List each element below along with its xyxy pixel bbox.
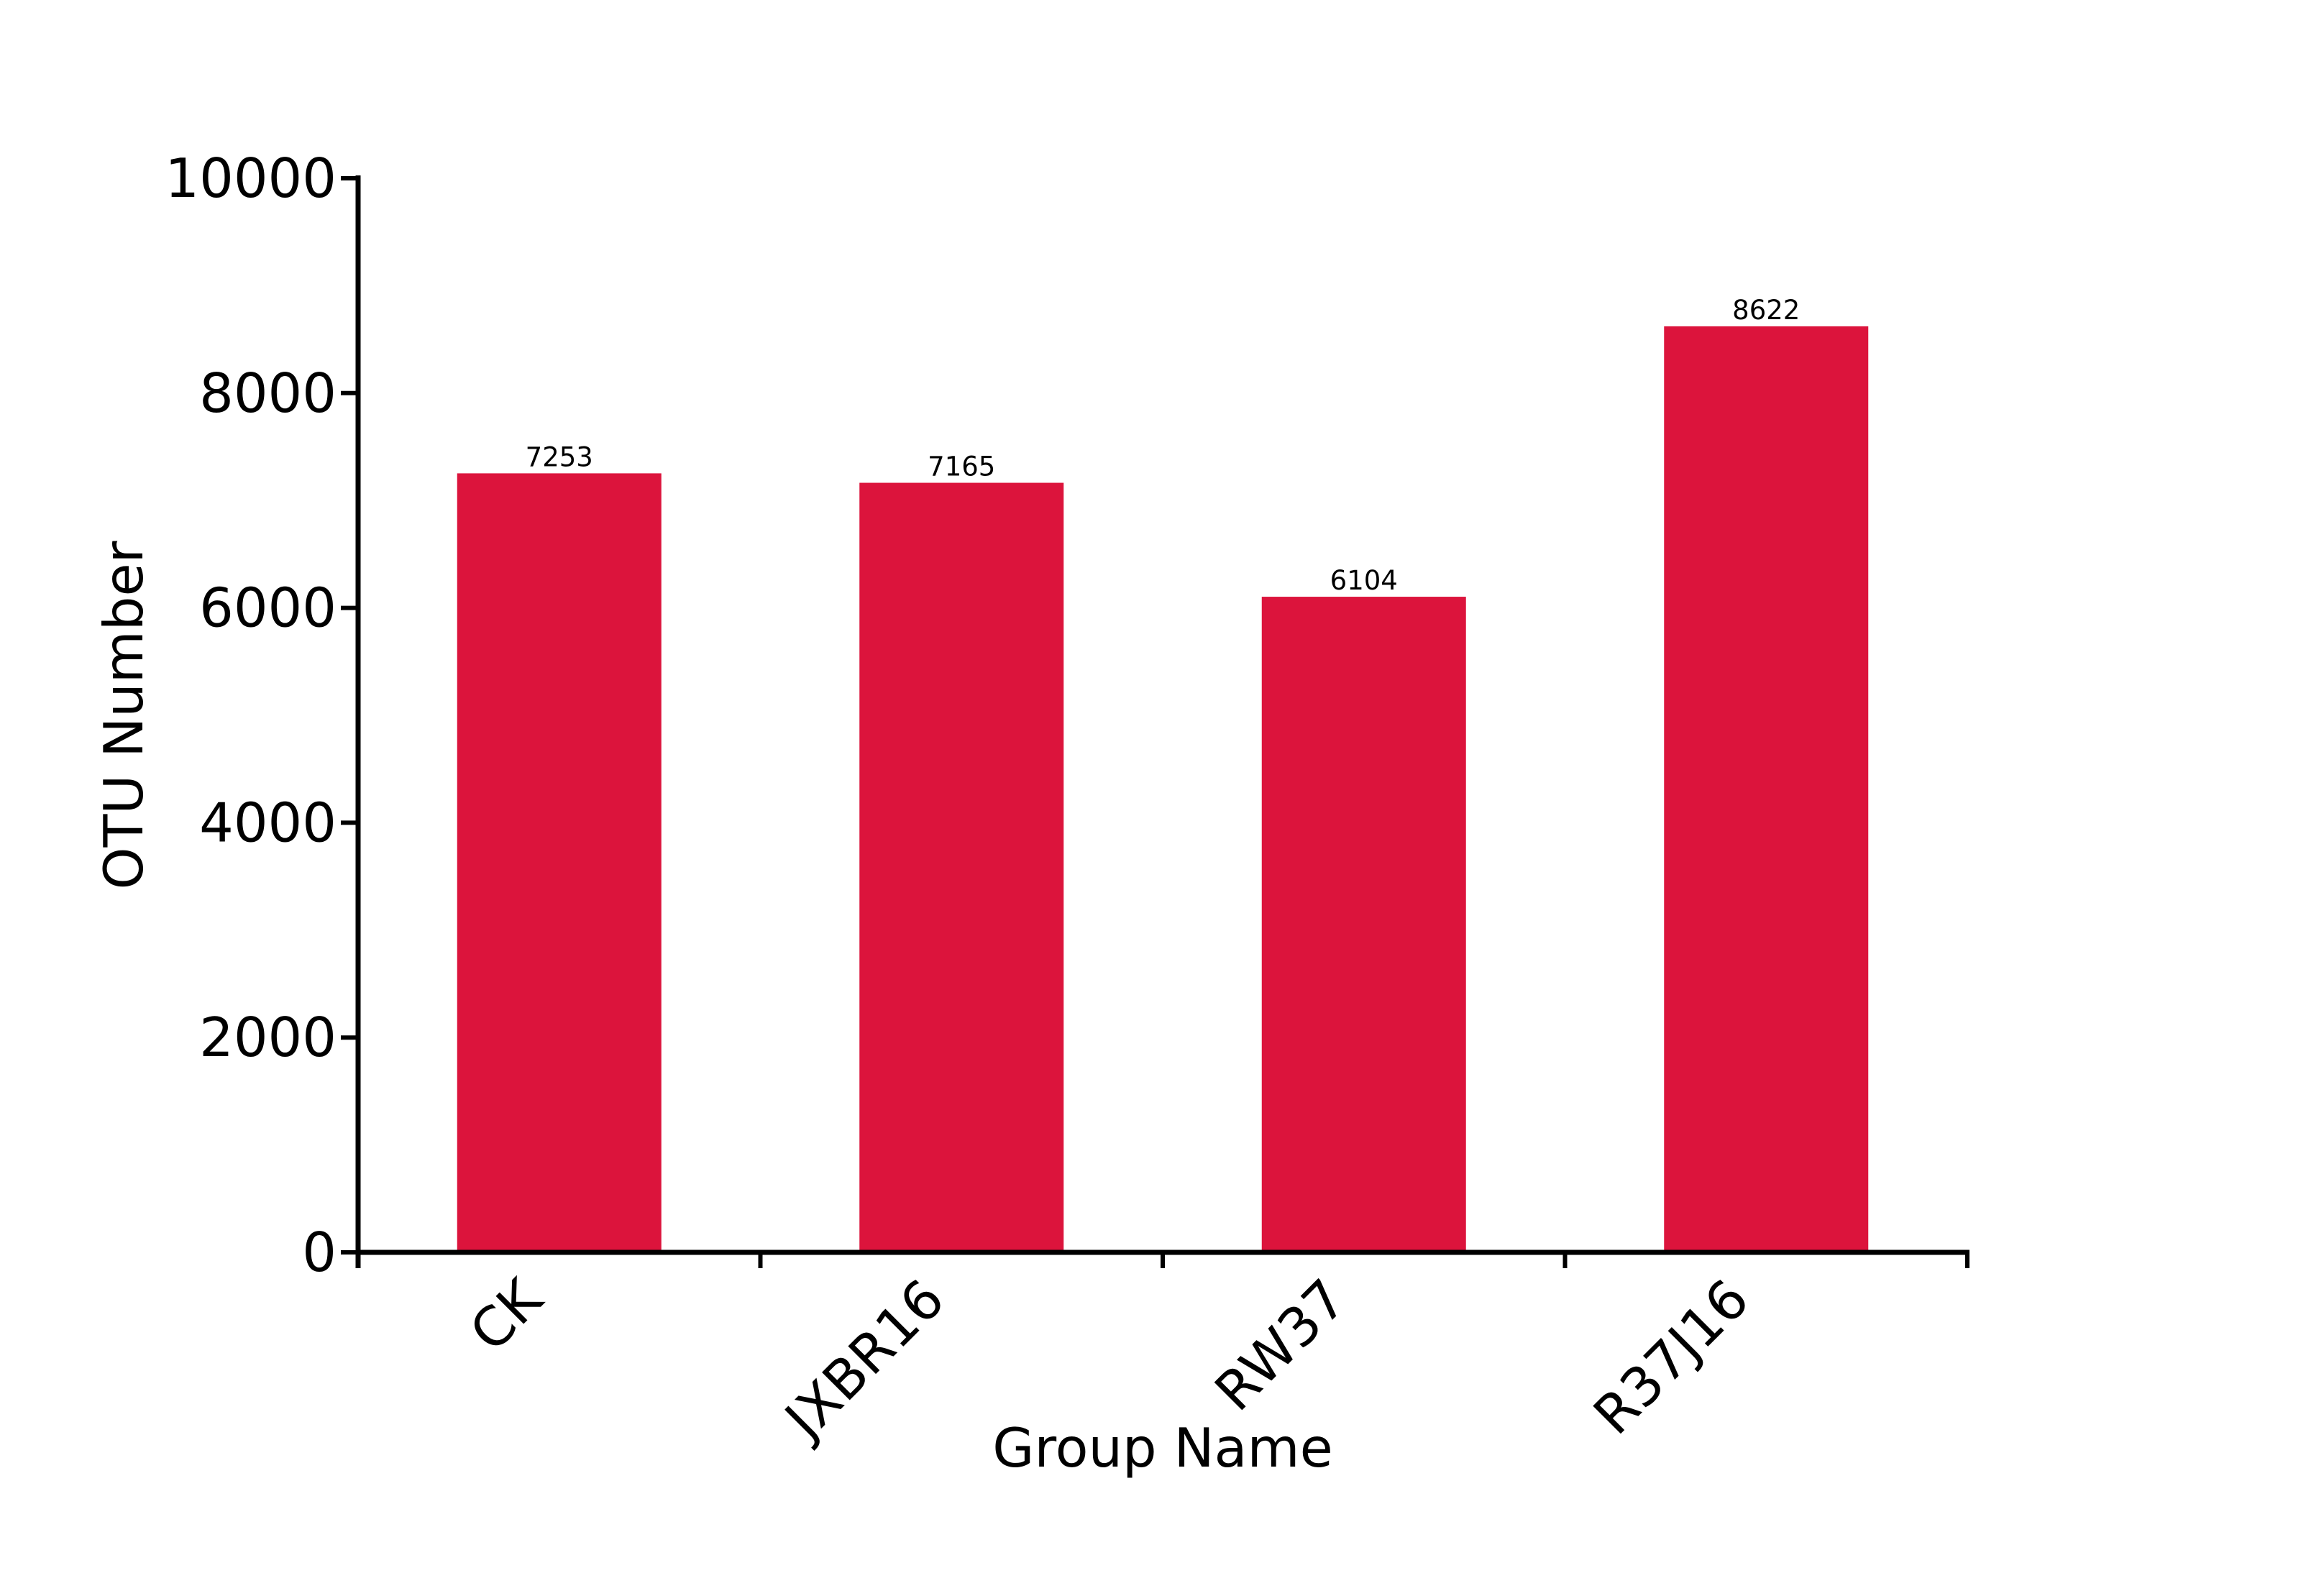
x-axis-title: Group Name bbox=[992, 1416, 1332, 1480]
y-tick-label: 2000 bbox=[199, 1006, 337, 1069]
y-tick-label: 6000 bbox=[199, 577, 337, 640]
bar-value-label: 6104 bbox=[1330, 565, 1398, 596]
y-tick-label: 0 bbox=[302, 1221, 337, 1284]
y-tick-label: 8000 bbox=[199, 362, 337, 425]
bar bbox=[457, 473, 662, 1252]
y-axis-ticks-group: 0 2000 4000 6000 8000 10000 bbox=[165, 147, 358, 1284]
bars-group bbox=[457, 326, 1869, 1253]
bar bbox=[1261, 597, 1466, 1252]
bar-value-label: 7165 bbox=[928, 451, 995, 482]
value-labels-group: 7253 7165 6104 8622 bbox=[526, 295, 1801, 596]
bar-value-label: 7253 bbox=[526, 441, 593, 472]
y-tick-label: 4000 bbox=[199, 791, 337, 854]
y-tick-label: 10000 bbox=[165, 147, 337, 210]
bar bbox=[859, 482, 1064, 1252]
bar bbox=[1664, 326, 1869, 1253]
bar-value-label: 8622 bbox=[1732, 295, 1800, 326]
y-axis-title: OTU Number bbox=[92, 541, 155, 889]
